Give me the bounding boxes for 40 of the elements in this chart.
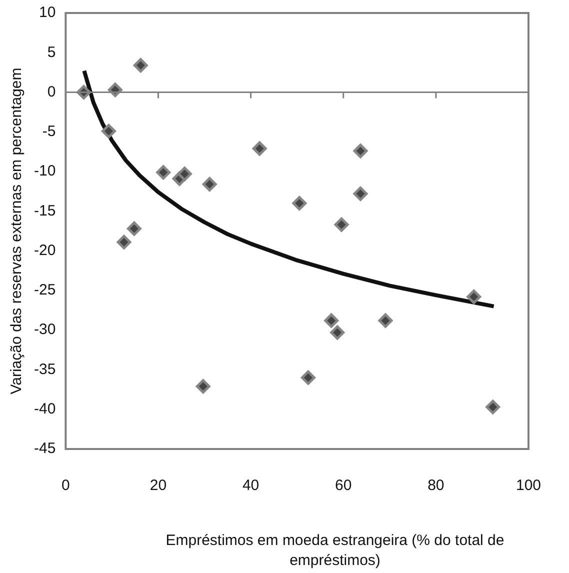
y-tick-label: -35	[34, 360, 56, 378]
point	[252, 141, 267, 156]
point	[324, 313, 339, 328]
x-tick-label: 100	[516, 477, 541, 494]
y-tick-label: -10	[34, 162, 56, 180]
y-tick-label: 10	[38, 4, 56, 22]
point	[196, 379, 210, 394]
point	[101, 124, 116, 138]
point	[353, 186, 368, 201]
x-tick-label: 60	[335, 477, 352, 494]
y-tick-label: 5	[47, 44, 56, 61]
point	[116, 234, 132, 250]
y-tick-label: -45	[34, 440, 56, 458]
x-axis-title: Empréstimos em moeda estrangeira (% do total de empréstimos)	[164, 531, 506, 571]
x-tick-label: 40	[242, 477, 260, 494]
y-tick-label: -25	[34, 282, 56, 299]
x-tick-label: 20	[150, 477, 167, 494]
point	[378, 313, 393, 328]
point	[466, 290, 482, 304]
point	[292, 196, 307, 211]
point	[108, 82, 122, 98]
point	[156, 165, 171, 180]
point	[353, 144, 368, 158]
x-tick-label: 0	[62, 477, 70, 494]
y-tick-label: -20	[34, 242, 56, 259]
point	[133, 58, 148, 73]
point	[330, 325, 345, 340]
y-axis-title: Variação das reservas externas em percentagem	[8, 68, 26, 394]
point	[300, 370, 316, 385]
point	[334, 217, 349, 232]
point	[126, 221, 142, 236]
y-tick-label: -5	[42, 123, 56, 140]
y-tick-label: -30	[34, 321, 56, 338]
point	[177, 166, 192, 182]
point	[486, 400, 500, 414]
point	[202, 176, 217, 192]
x-tick-label: 80	[428, 477, 444, 494]
y-tick-label: 0	[47, 83, 56, 100]
y-tick-label: -40	[34, 400, 56, 418]
y-tick-label: -15	[34, 202, 56, 220]
